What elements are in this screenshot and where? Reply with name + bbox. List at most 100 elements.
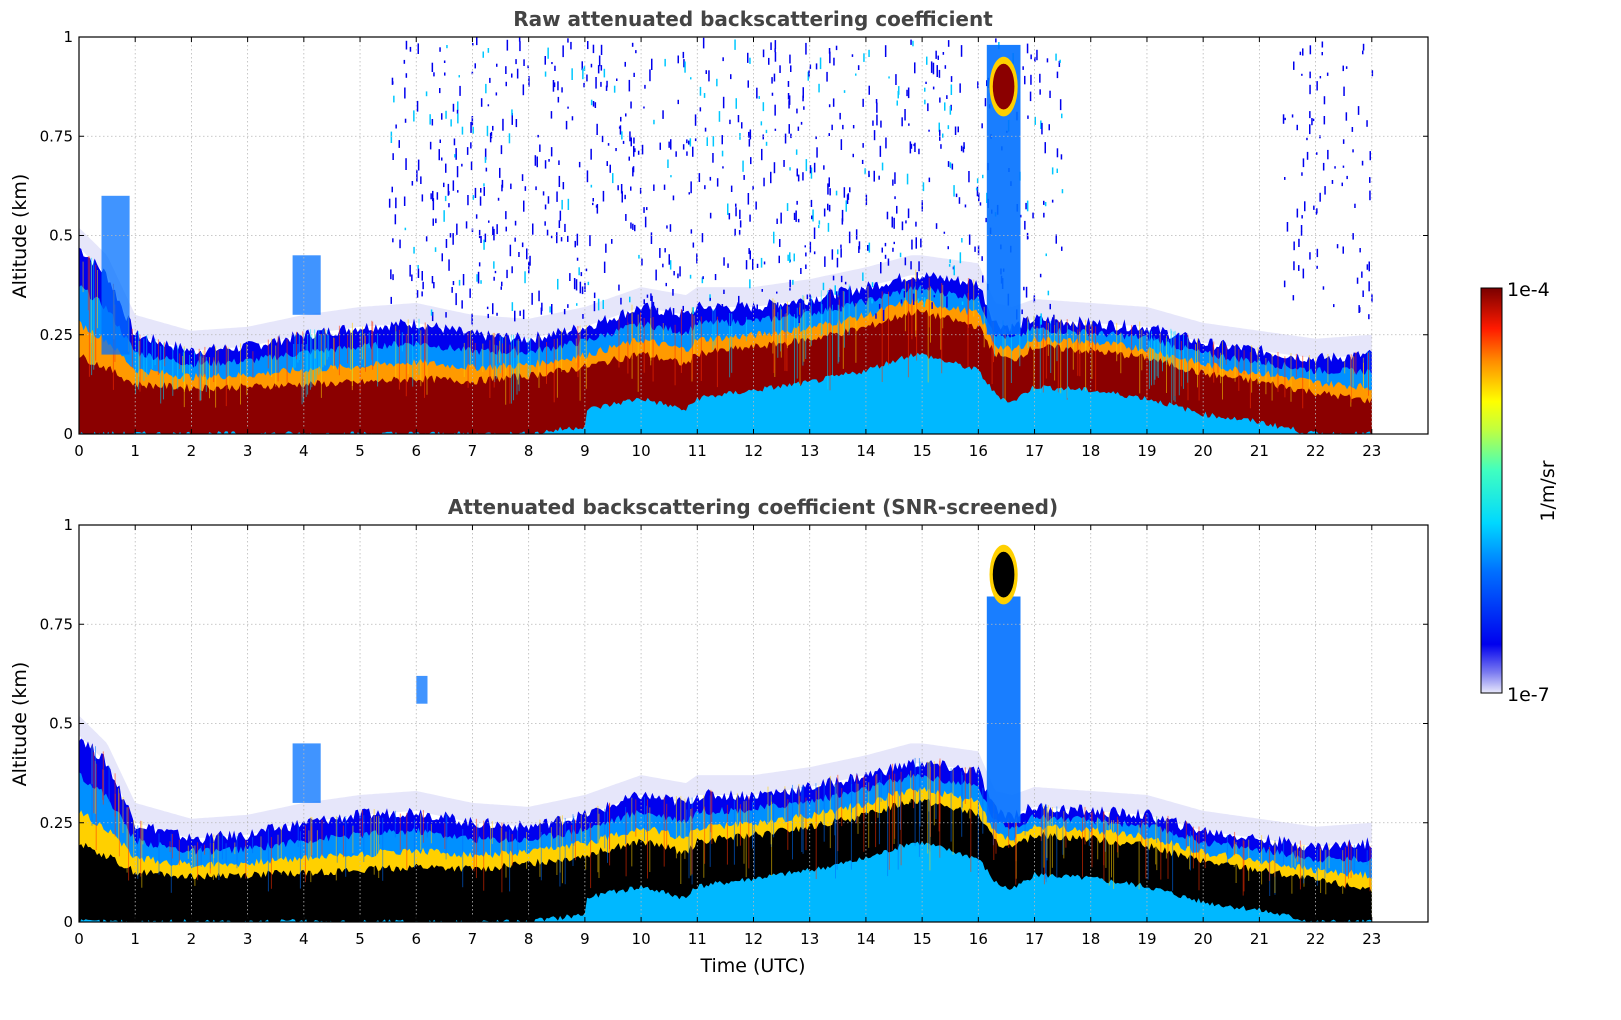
noise-speckle bbox=[896, 205, 898, 214]
noise-speckle bbox=[565, 120, 568, 130]
noise-speckle bbox=[686, 139, 688, 144]
noise-speckle bbox=[852, 153, 854, 158]
noise-speckle bbox=[809, 165, 812, 174]
noise-speckle bbox=[747, 193, 750, 205]
noise-speckle bbox=[550, 235, 553, 239]
noise-speckle bbox=[862, 288, 864, 294]
noise-speckle bbox=[597, 298, 600, 311]
noise-speckle bbox=[880, 120, 882, 128]
noise-speckle bbox=[571, 116, 574, 121]
noise-speckle bbox=[1342, 246, 1344, 254]
noise-speckle bbox=[405, 158, 407, 170]
x-tick-label: 2 bbox=[187, 930, 197, 948]
feature-patch bbox=[292, 255, 321, 315]
noise-speckle bbox=[1368, 314, 1370, 320]
noise-speckle bbox=[590, 99, 593, 106]
noise-speckle bbox=[523, 200, 525, 212]
noise-speckle bbox=[887, 258, 890, 266]
noise-speckle bbox=[456, 166, 459, 178]
noise-speckle bbox=[1343, 86, 1345, 96]
surface-layer bbox=[79, 841, 1372, 922]
noise-speckle bbox=[1061, 189, 1064, 194]
noise-speckle bbox=[810, 199, 813, 207]
noise-speckle bbox=[531, 292, 533, 305]
noise-speckle bbox=[417, 159, 420, 171]
noise-speckle bbox=[496, 224, 498, 235]
noise-speckle bbox=[756, 304, 758, 310]
noise-speckle bbox=[417, 265, 419, 269]
noise-speckle bbox=[409, 46, 412, 52]
noise-speckle bbox=[556, 232, 558, 244]
x-tick-label: 17 bbox=[1025, 930, 1044, 948]
noise-speckle bbox=[935, 50, 937, 59]
noise-speckle bbox=[1039, 89, 1041, 95]
noise-speckle bbox=[831, 249, 834, 260]
noise-speckle bbox=[629, 296, 631, 303]
colorbar-unit-label: 1/m/sr bbox=[1537, 460, 1559, 521]
noise-speckle bbox=[718, 111, 721, 122]
noise-speckle bbox=[802, 300, 805, 310]
noise-speckle bbox=[567, 198, 570, 210]
noise-speckle bbox=[818, 225, 820, 229]
noise-speckle bbox=[1292, 295, 1295, 301]
noise-speckle bbox=[702, 276, 704, 280]
noise-speckle bbox=[723, 289, 725, 294]
y-tick-label: 1 bbox=[63, 516, 73, 534]
noise-speckle bbox=[698, 173, 701, 182]
noise-speckle bbox=[518, 37, 521, 42]
y-tick-label: 0 bbox=[63, 913, 73, 931]
noise-speckle bbox=[926, 56, 928, 65]
noise-speckle bbox=[429, 141, 432, 150]
noise-speckle bbox=[399, 239, 401, 249]
noise-speckle bbox=[708, 70, 710, 82]
noise-speckle bbox=[662, 263, 664, 268]
noise-speckle bbox=[585, 268, 588, 272]
noise-speckle bbox=[494, 270, 497, 274]
noise-speckle bbox=[404, 118, 407, 123]
noise-speckle bbox=[762, 49, 765, 58]
noise-speckle bbox=[1058, 60, 1061, 67]
noise-speckle bbox=[563, 309, 566, 315]
noise-speckle bbox=[576, 257, 579, 261]
noise-speckle bbox=[949, 162, 952, 169]
noise-speckle bbox=[747, 80, 749, 88]
noise-speckle bbox=[487, 104, 490, 107]
noise-speckle bbox=[819, 57, 822, 70]
noise-speckle bbox=[947, 246, 949, 250]
noise-speckle bbox=[911, 239, 913, 250]
noise-speckle bbox=[1034, 56, 1036, 62]
noise-speckle bbox=[546, 229, 549, 236]
noise-speckle bbox=[562, 182, 565, 190]
noise-speckle bbox=[841, 218, 844, 225]
noise-speckle bbox=[1022, 66, 1024, 70]
noise-speckle bbox=[1366, 264, 1369, 270]
noise-speckle bbox=[735, 207, 737, 217]
noise-speckle bbox=[581, 61, 583, 71]
noise-speckle bbox=[1059, 59, 1061, 63]
noise-speckle bbox=[1316, 208, 1318, 214]
noise-speckle bbox=[465, 221, 468, 229]
noise-speckle bbox=[625, 113, 627, 117]
noise-speckle bbox=[558, 160, 560, 165]
noise-speckle bbox=[451, 287, 453, 293]
x-tick-label: 7 bbox=[468, 442, 478, 460]
noise-speckle bbox=[487, 48, 490, 53]
noise-speckle bbox=[1321, 41, 1324, 48]
noise-speckle bbox=[557, 278, 559, 290]
noise-speckle bbox=[594, 102, 597, 108]
noise-speckle bbox=[496, 63, 498, 67]
noise-speckle bbox=[735, 98, 737, 109]
elevated-plume-core bbox=[992, 63, 1015, 110]
noise-speckle bbox=[550, 111, 553, 119]
noise-speckle bbox=[476, 37, 478, 46]
noise-speckle bbox=[737, 115, 740, 123]
noise-speckle bbox=[910, 39, 912, 45]
noise-speckle bbox=[709, 294, 711, 302]
noise-speckle bbox=[411, 181, 414, 186]
noise-speckle bbox=[605, 243, 607, 253]
noise-speckle bbox=[809, 64, 812, 69]
noise-speckle bbox=[756, 263, 759, 268]
noise-speckle bbox=[672, 308, 675, 318]
noise-speckle bbox=[939, 97, 941, 103]
noise-speckle bbox=[892, 247, 894, 252]
